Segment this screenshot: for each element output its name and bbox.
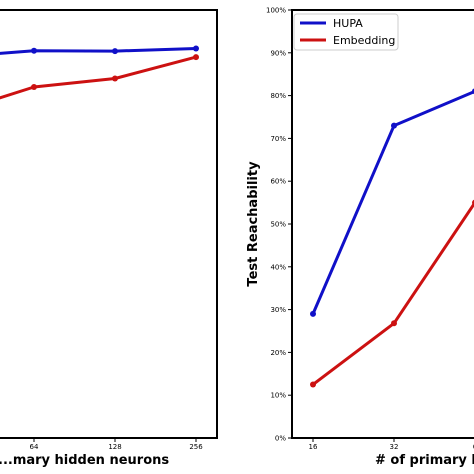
- right-x-ticks: 16 32 6: [309, 438, 474, 451]
- right-plot-frame: [291, 9, 474, 439]
- right-series-point-0-0: [310, 310, 316, 317]
- left-plot-frame: [0, 9, 218, 439]
- left-series-point-0-2: [112, 48, 118, 55]
- left-x-axis-label: ...mary hidden neurons: [0, 453, 169, 468]
- left-series-point-1-1: [31, 84, 37, 90]
- left-series-point-0-3: [193, 45, 199, 52]
- right-y-tick-label: 0%: [275, 435, 286, 443]
- left-series-point-0-1: [31, 47, 37, 54]
- legend-hupa-label: HUPA: [333, 17, 363, 30]
- right-y-tick-label: 100%: [266, 7, 286, 15]
- right-y-tick-label: 50%: [270, 221, 286, 229]
- left-chart: 64 128 256 ...mary hidden neurons: [0, 9, 218, 468]
- left-series-point-1-3: [193, 54, 199, 61]
- left-x-tick-label: 64: [30, 443, 39, 451]
- right-y-tick-label: 80%: [270, 92, 286, 100]
- right-y-tick-label: 30%: [270, 306, 286, 314]
- left-series-line-1: [0, 55, 197, 100]
- right-y-tick-label: 10%: [270, 392, 286, 400]
- left-x-tick-label: 128: [108, 443, 121, 451]
- right-y-tick-label: 40%: [270, 263, 286, 271]
- left-series-point-1-2: [112, 75, 118, 82]
- right-y-tick-label: 60%: [270, 178, 286, 186]
- right-series-point-1-0: [310, 381, 316, 388]
- right-x-tick-label: 6: [473, 443, 474, 451]
- right-series-point-1-1: [391, 320, 397, 327]
- left-x-tick-label: 256: [189, 443, 203, 451]
- right-y-tick-label: 70%: [270, 135, 286, 143]
- right-x-axis-label: # of primary h...: [375, 453, 474, 468]
- right-x-tick-label: 16: [309, 443, 318, 451]
- right-series-point-0-1: [391, 122, 397, 129]
- left-plot-series: [0, 45, 199, 100]
- right-x-tick-label: 32: [390, 443, 399, 451]
- right-y-tick-label: 20%: [270, 349, 286, 357]
- right-y-axis-label: Test Reachability: [246, 161, 261, 287]
- right-y-ticks: 0% 10% 20% 30% 40% 50% 60% 70% 80% 90% 100%: [266, 7, 292, 443]
- right-legend: HUPA Embedding: [293, 13, 399, 51]
- left-series-line-0: [0, 47, 197, 55]
- right-chart: 0%10%20%30%40%50%60%70%80%90%100% 16326 …: [246, 7, 474, 468]
- right-series-line-1: [312, 201, 474, 386]
- right-plot-series: [310, 88, 474, 388]
- right-y-tick-label: 90%: [270, 49, 286, 57]
- legend-embedding-label: Embedding: [333, 34, 395, 47]
- left-x-ticks: 64 128 256: [30, 438, 203, 451]
